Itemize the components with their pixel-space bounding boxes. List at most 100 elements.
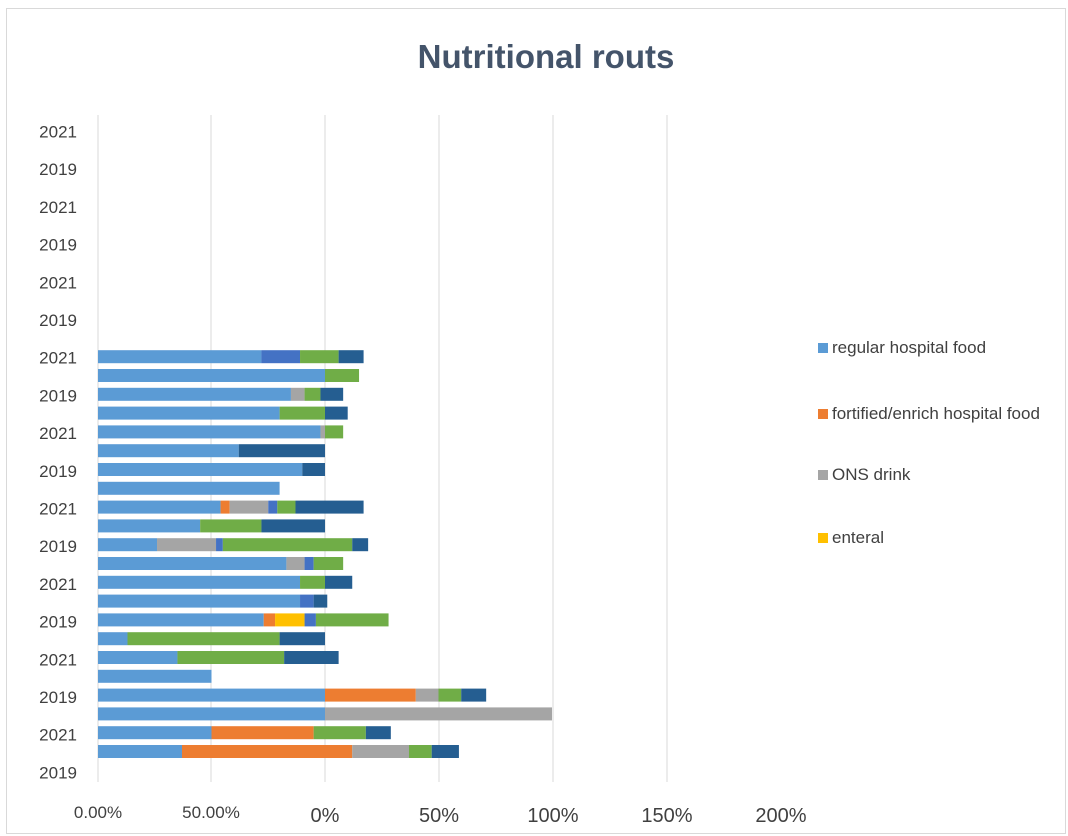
legend-label: fortified/enrich hospital food [832,404,1040,423]
bar-segment [325,707,552,721]
bar-segment [220,500,230,514]
bar-segment [415,688,439,702]
x-tick-label: 0.00% [74,803,122,822]
bar-segment [284,651,339,664]
bar-segment [286,557,305,570]
y-tick-label: 2021 [39,349,77,368]
bar-segment [98,651,178,664]
bar-segment [295,500,364,514]
bar-segment [365,726,391,740]
bar-segment [98,463,303,476]
bar-segment [461,688,487,702]
bar-segment [352,538,369,552]
bar-segment [304,613,316,627]
bar-segment [98,707,325,721]
legend-swatch [818,409,828,419]
bar-segment [304,387,321,401]
bar-segment [98,519,201,533]
bar-segment [320,425,325,439]
bar-segment [157,538,217,552]
bar-segment [98,688,325,702]
y-tick-label: 2019 [39,386,77,405]
bar-segment [181,745,353,758]
legend-item: regular hospital food [818,337,1064,359]
bar-segment [300,594,314,608]
y-tick-label: 2019 [39,613,77,632]
bar-segment [352,745,409,758]
bar-segment [229,500,269,514]
legend-item: enteral [818,527,1064,549]
y-tick-label: 2019 [39,160,77,179]
x-tick-label: 150% [641,805,692,827]
x-tick-label: 200% [755,805,806,827]
bar-segment [325,369,360,382]
x-tick-label: 0% [311,805,340,827]
bar-segment [98,350,262,364]
y-tick-label: 2019 [39,537,77,556]
bar-segment [338,350,364,364]
y-tick-label: 2021 [39,575,77,594]
bar-segment [261,350,301,364]
bar-segment [98,425,321,439]
bar-segment [304,557,314,570]
chart-title: Nutritional routs [417,38,675,75]
bar-segment [98,745,182,758]
legend-swatch [818,470,828,480]
bar-segment [325,406,348,420]
x-tick-label: 50.00% [182,803,240,822]
bar-segment [98,575,301,589]
bar-segment [279,406,325,420]
y-tick-label: 2019 [39,462,77,481]
bar-segment [98,557,287,570]
bar-segment [279,632,325,646]
y-tick-label: 2021 [39,123,77,142]
bar-segment [98,669,212,683]
y-tick-label: 2021 [39,273,77,292]
bar-segment [216,538,223,552]
bar-segment [98,444,239,458]
legend-label: enteral [832,528,884,547]
bar-segment [408,745,432,758]
y-tick-label: 2021 [39,650,77,669]
bar-segment [315,613,389,627]
bar-segment [98,406,280,420]
bar-segment [313,557,344,570]
bar-segment [98,594,301,608]
y-tick-label: 2021 [39,198,77,217]
bar-segment [98,726,212,740]
bar-segment [98,369,325,382]
bar-segment [275,613,305,627]
bar-segment [268,500,278,514]
bar-segment [98,481,280,495]
bar-segment [177,651,285,664]
bar-segment [313,726,366,740]
bar-segment [300,350,339,364]
bar-segment [211,726,314,740]
bar-segment [438,688,462,702]
bar-segment [98,538,158,552]
bar-segment [222,538,353,552]
bar-segment [302,463,325,476]
x-tick-label: 100% [527,805,578,827]
bar-segment [325,688,416,702]
x-tick-label: 50% [419,805,459,827]
bar-segment [261,519,325,533]
legend-label: ONS drink [832,465,911,484]
y-tick-label: 2021 [39,424,77,443]
bar-segment [98,387,291,401]
y-tick-label: 2021 [39,500,77,519]
y-tick-label: 2019 [39,311,77,330]
bar-segment [263,613,276,627]
bar-segment [98,500,221,514]
y-tick-label: 2021 [39,726,77,745]
y-tick-label: 2019 [39,688,77,707]
bar-segment [320,387,344,401]
bar-segment [290,387,305,401]
legend-item: fortified/enrich hospital food [818,403,1064,425]
bar-segment [300,575,325,589]
legend-swatch [818,533,828,543]
bar-segment [431,745,459,758]
bar-segment [127,632,280,646]
y-tick-label: 2019 [39,236,77,255]
bar-segment [98,613,264,627]
